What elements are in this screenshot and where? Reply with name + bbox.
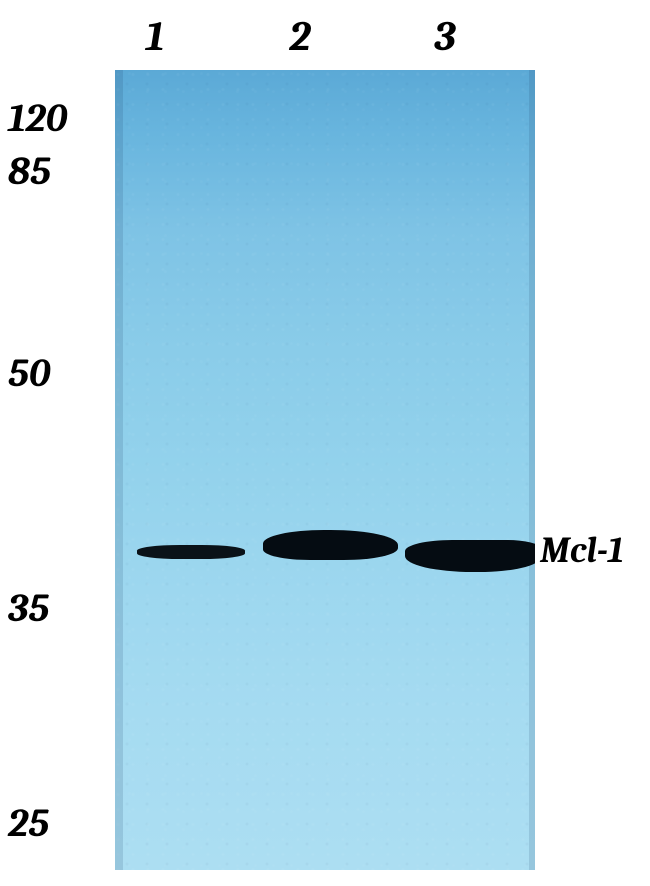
band-lane-1 xyxy=(137,545,245,559)
mw-marker-85: 85 xyxy=(8,148,108,194)
lane-label-2: 2 xyxy=(275,12,325,61)
band-lane-2 xyxy=(263,530,398,560)
mw-marker-35: 35 xyxy=(8,585,108,631)
lane-label-3: 3 xyxy=(420,12,470,61)
lane-labels-container: 1 2 3 xyxy=(130,12,470,61)
blot-membrane xyxy=(115,70,535,870)
mw-marker-120: 120 xyxy=(8,95,108,141)
mw-marker-50: 50 xyxy=(8,350,108,396)
blot-edge-left xyxy=(115,70,123,870)
lane-label-1: 1 xyxy=(130,12,180,61)
band-lane-3 xyxy=(405,540,535,572)
blot-noise-texture xyxy=(115,70,535,870)
blot-background xyxy=(115,70,535,870)
protein-label-mcl1: Mcl-1 xyxy=(540,530,623,571)
mw-marker-25: 25 xyxy=(8,800,108,846)
blot-edge-right xyxy=(529,70,535,870)
